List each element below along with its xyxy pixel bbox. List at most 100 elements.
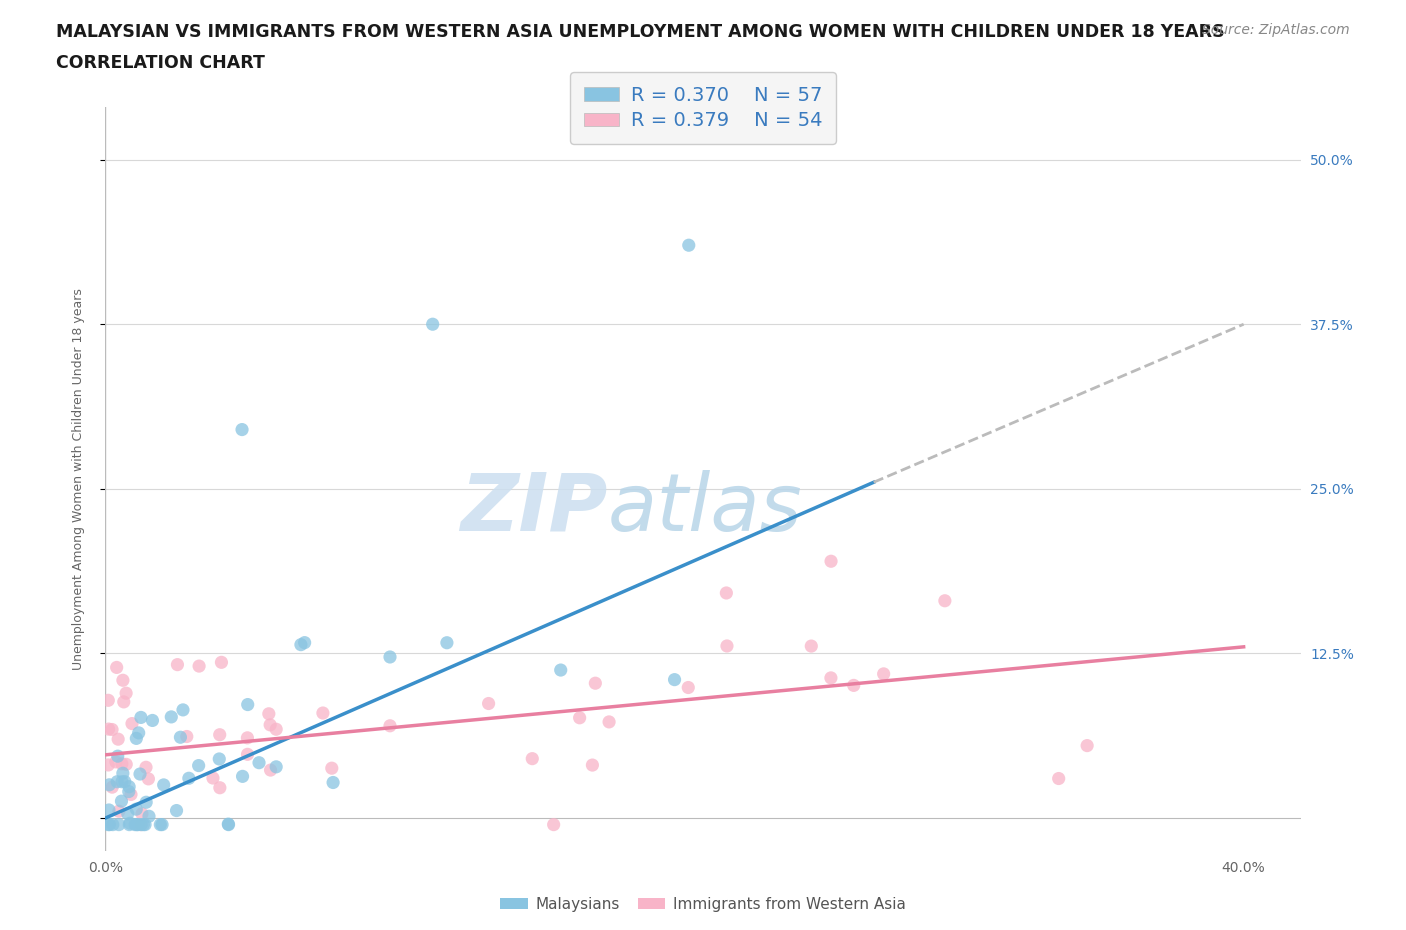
Point [166, 658, 188, 672]
Point [111, 756, 134, 771]
Point [120, 787, 142, 802]
Point [105, 775, 128, 790]
Point [169, 730, 191, 745]
Point [166, 804, 188, 818]
Point [716, 586, 738, 601]
Y-axis label: Unemployment Among Women with Children Under 18 years: Unemployment Among Women with Children U… [72, 288, 84, 670]
Point [264, 760, 287, 775]
Point [160, 710, 183, 724]
Point [176, 729, 198, 744]
Legend: R = 0.370    N = 57, R = 0.379    N = 54: R = 0.370 N = 57, R = 0.379 N = 54 [571, 72, 835, 144]
Point [312, 706, 335, 721]
Point [598, 714, 620, 729]
Point [97, 722, 120, 737]
Point [872, 667, 894, 682]
Point [117, 806, 139, 821]
Point [118, 779, 141, 794]
Point [800, 639, 823, 654]
Point [150, 817, 173, 832]
Point [259, 717, 281, 732]
Legend: Malaysians, Immigrants from Western Asia: Malaysians, Immigrants from Western Asia [494, 891, 912, 918]
Point [101, 817, 124, 832]
Point [522, 751, 544, 766]
Point [294, 635, 316, 650]
Point [152, 777, 174, 792]
Text: atlas: atlas [607, 470, 803, 548]
Point [121, 716, 143, 731]
Point [716, 639, 738, 654]
Point [118, 816, 141, 830]
Point [110, 793, 132, 808]
Point [114, 774, 136, 789]
Point [138, 771, 160, 786]
Point [290, 637, 312, 652]
Point [115, 757, 138, 772]
Point [98, 817, 121, 832]
Point [107, 749, 129, 764]
Point [678, 680, 700, 695]
Point [129, 817, 152, 832]
Point [108, 817, 131, 832]
Point [141, 713, 163, 728]
Point [125, 802, 148, 817]
Point [104, 754, 127, 769]
Text: CORRELATION CHART: CORRELATION CHART [56, 54, 266, 72]
Point [149, 817, 172, 832]
Point [664, 672, 686, 687]
Point [247, 755, 270, 770]
Point [125, 731, 148, 746]
Point [568, 711, 591, 725]
Point [236, 730, 259, 745]
Point [97, 693, 120, 708]
Point [118, 817, 141, 832]
Point [208, 780, 231, 795]
Point [101, 779, 124, 794]
Point [583, 676, 606, 691]
Point [208, 727, 231, 742]
Point [217, 817, 239, 831]
Point [97, 803, 120, 817]
Point [105, 660, 128, 675]
Point [231, 422, 253, 437]
Point [236, 698, 259, 712]
Point [98, 777, 121, 792]
Point [436, 635, 458, 650]
Point [842, 678, 865, 693]
Point [257, 707, 280, 722]
Point [129, 766, 152, 781]
Point [236, 747, 259, 762]
Point [138, 809, 160, 824]
Point [478, 696, 501, 711]
Point [188, 658, 211, 673]
Point [115, 685, 138, 700]
Text: Source: ZipAtlas.com: Source: ZipAtlas.com [1202, 23, 1350, 37]
Point [232, 769, 254, 784]
Point [201, 771, 224, 786]
Point [550, 662, 572, 677]
Point [581, 758, 603, 773]
Point [1047, 771, 1070, 786]
Point [131, 806, 153, 821]
Point [321, 761, 343, 776]
Point [111, 672, 134, 687]
Text: MALAYSIAN VS IMMIGRANTS FROM WESTERN ASIA UNEMPLOYMENT AMONG WOMEN WITH CHILDREN: MALAYSIAN VS IMMIGRANTS FROM WESTERN ASI… [56, 23, 1225, 41]
Point [187, 758, 209, 773]
Point [378, 718, 401, 733]
Point [259, 763, 281, 777]
Point [1076, 738, 1098, 753]
Point [127, 817, 149, 832]
Point [129, 817, 152, 832]
Point [820, 553, 842, 568]
Point [97, 758, 120, 773]
Point [107, 732, 129, 747]
Point [209, 655, 232, 670]
Point [378, 649, 401, 664]
Point [111, 775, 134, 790]
Point [177, 771, 200, 786]
Point [543, 817, 565, 832]
Point [678, 238, 700, 253]
Point [422, 317, 444, 332]
Point [134, 817, 156, 832]
Point [264, 722, 287, 737]
Point [112, 695, 135, 710]
